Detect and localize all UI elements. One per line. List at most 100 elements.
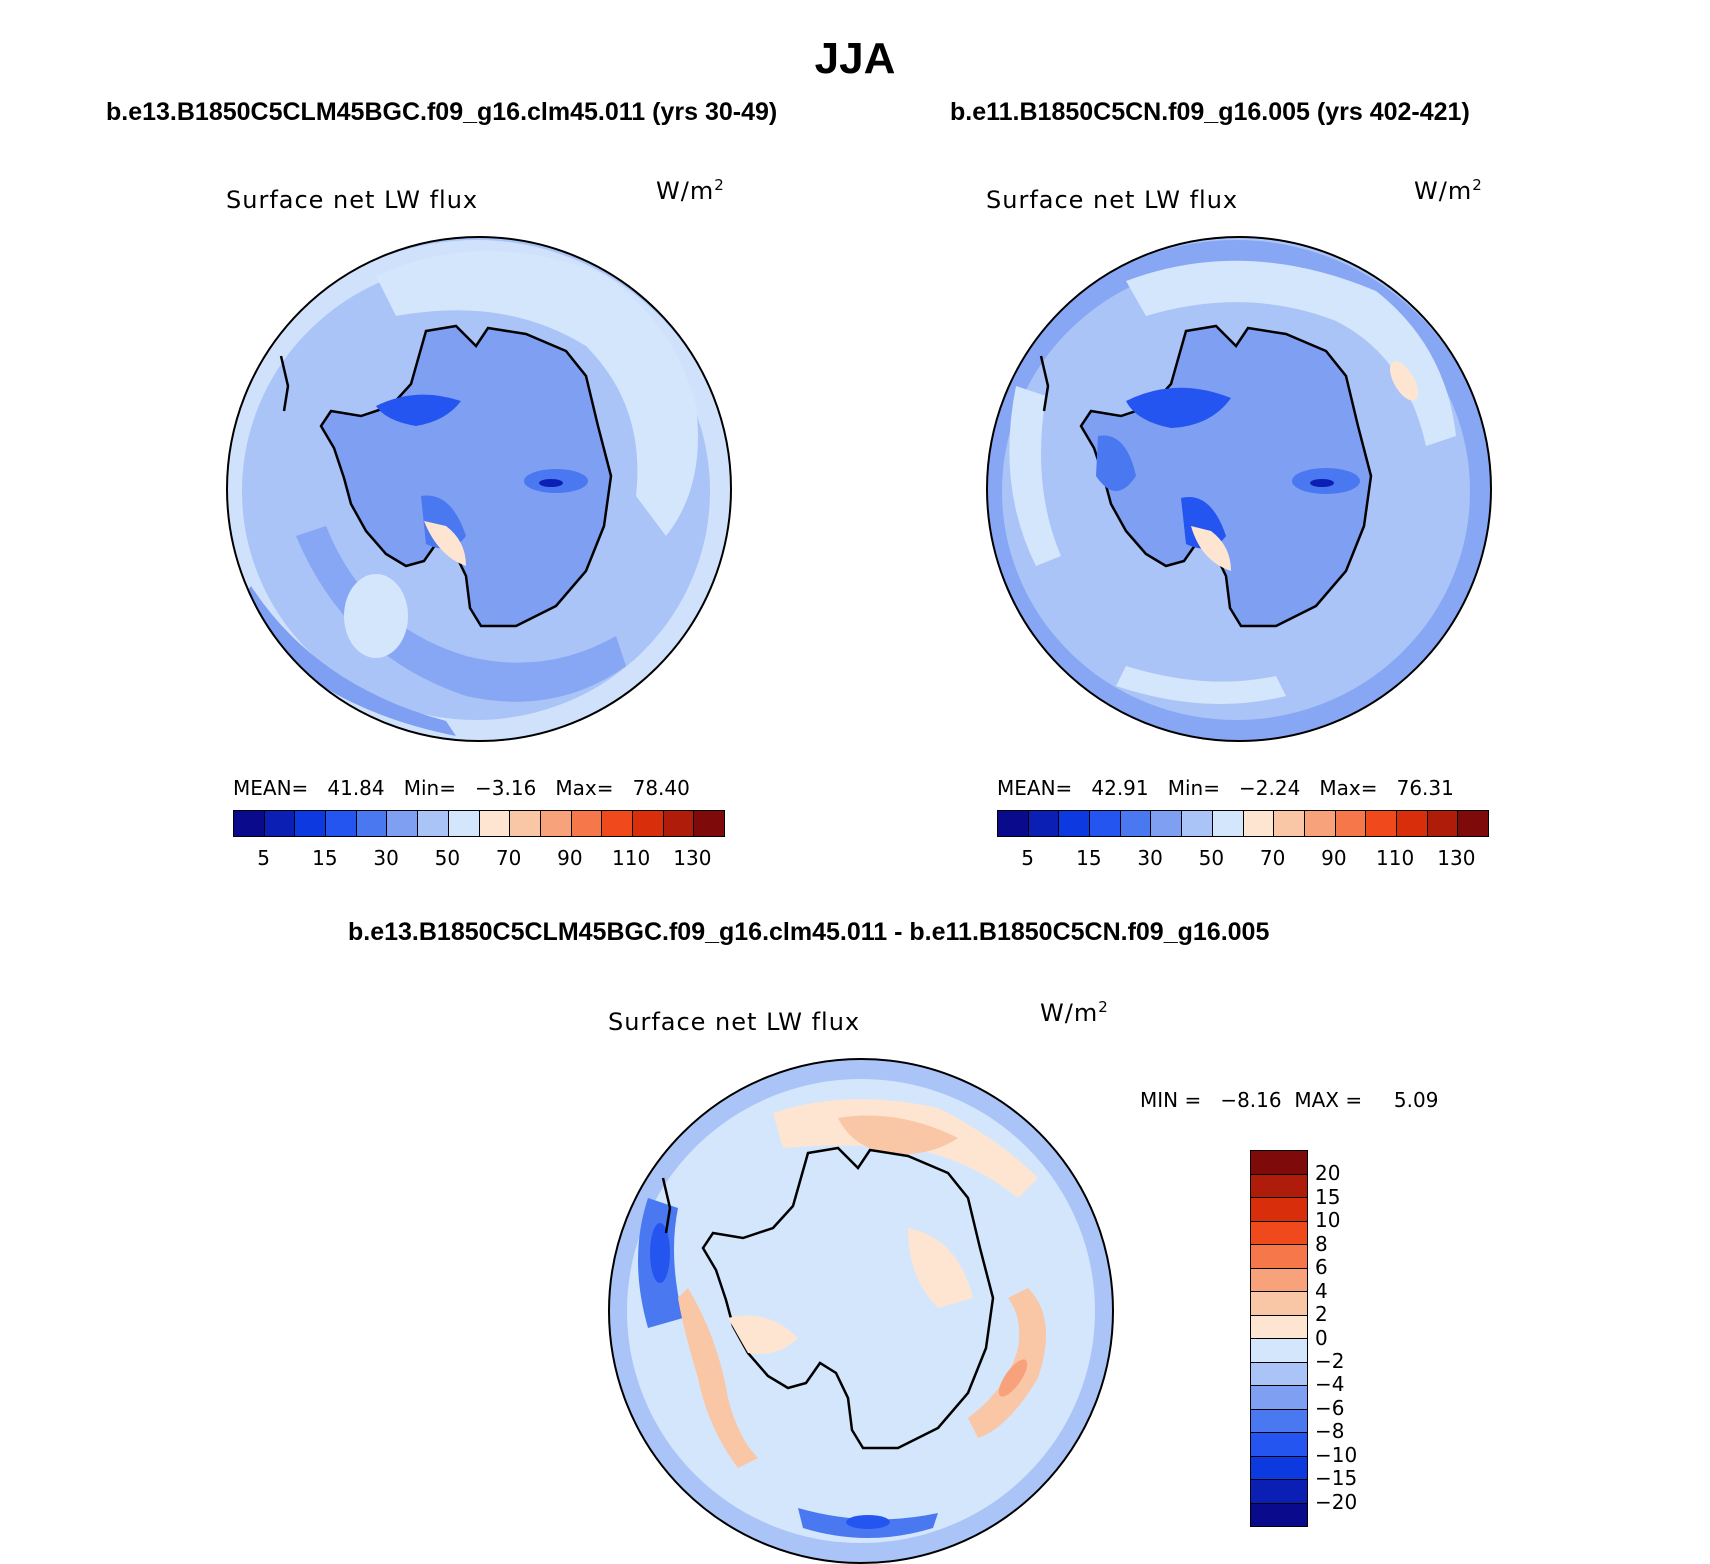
max-value: 76.31 bbox=[1396, 776, 1454, 800]
panel-b-warm-patch bbox=[1191, 526, 1231, 571]
colorbar-tick-label: 110 bbox=[612, 846, 651, 870]
panel-b-peninsula-coast bbox=[1039, 355, 1050, 412]
mean-value: 42.91 bbox=[1091, 776, 1149, 800]
panel-diff-antarctica bbox=[701, 1146, 995, 1450]
max-value: 5.09 bbox=[1393, 1088, 1439, 1112]
colorbar-swatch bbox=[418, 811, 449, 836]
panel-diff-cool-west-core bbox=[650, 1223, 670, 1283]
colorbar-swatch bbox=[1251, 1361, 1307, 1385]
panel-diff-colorbar-labels: −20 −15 −10 −8 −6 −4 −2 0 2 4 6 8 10 15 20 bbox=[1315, 1150, 1375, 1525]
colorbar-swatch bbox=[264, 811, 296, 836]
panel-b-polar-map bbox=[986, 236, 1492, 742]
colorbar-tick-label: −6 bbox=[1315, 1395, 1345, 1420]
colorbar-swatch bbox=[1304, 811, 1336, 836]
panel-diff-warm-west bbox=[678, 1288, 758, 1468]
colorbar-swatch bbox=[234, 811, 265, 836]
colorbar-swatch bbox=[1458, 811, 1488, 836]
panel-a-map-border bbox=[226, 236, 732, 742]
panel-b-light-south bbox=[1116, 666, 1286, 704]
max-value: 78.40 bbox=[632, 776, 690, 800]
panel-a-outer-light-band bbox=[227, 240, 731, 741]
panel-diff-stats: MIN = −8.16 MAX = 5.09 bbox=[1140, 1088, 1438, 1112]
panel-b-map-border bbox=[986, 236, 1492, 742]
colorbar-tick-label: 6 bbox=[1315, 1255, 1328, 1280]
panel-diff-peninsula-coast bbox=[661, 1177, 672, 1234]
colorbar-swatch bbox=[540, 811, 572, 836]
colorbar-tick-label: 0 bbox=[1315, 1325, 1328, 1350]
colorbar-swatch bbox=[1251, 1291, 1307, 1315]
colorbar-swatch bbox=[1251, 1502, 1307, 1526]
colorbar-swatch bbox=[1251, 1455, 1307, 1479]
colorbar-tick-label: 50 bbox=[434, 846, 461, 870]
colorbar-swatch bbox=[1251, 1220, 1307, 1244]
colorbar-tick-label: 5 bbox=[257, 846, 270, 870]
min-value: −3.16 bbox=[475, 776, 537, 800]
colorbar-swatch bbox=[448, 811, 480, 836]
colorbar-tick-label: −4 bbox=[1315, 1372, 1345, 1397]
panel-b-case-title: b.e11.B1850C5CN.f09_g16.005 (yrs 402-421… bbox=[950, 98, 1470, 126]
panel-b-antarctica bbox=[1079, 324, 1373, 628]
colorbar-swatch bbox=[1251, 1244, 1307, 1268]
panel-b-plot-title: Surface net LW flux bbox=[986, 186, 1239, 214]
panel-a-peninsula-coast bbox=[279, 355, 290, 412]
panel-a-polar-map bbox=[226, 236, 732, 742]
colorbar-tick-label: 5 bbox=[1021, 846, 1034, 870]
colorbar-swatch bbox=[632, 811, 664, 836]
panel-diff-warm-north bbox=[773, 1099, 1038, 1198]
colorbar-tick-label: 50 bbox=[1198, 846, 1225, 870]
panel-b-colorbar bbox=[997, 810, 1489, 837]
panel-b-colorbar-ticks: 5 15 30 50 70 90 110 130 bbox=[997, 846, 1487, 870]
colorbar-tick-label: 70 bbox=[495, 846, 522, 870]
colorbar-tick-label: 2 bbox=[1315, 1302, 1328, 1327]
panel-diff-warm-west-antarctica bbox=[728, 1315, 798, 1354]
max-label: MAX = bbox=[1294, 1088, 1363, 1112]
min-value: −8.16 bbox=[1220, 1088, 1282, 1112]
colorbar-tick-label: −10 bbox=[1315, 1442, 1358, 1467]
mean-label: MEAN= bbox=[997, 776, 1073, 800]
colorbar-swatch bbox=[1251, 1314, 1307, 1338]
colorbar-tick-label: 15 bbox=[1076, 846, 1102, 870]
min-label: MIN = bbox=[1140, 1088, 1202, 1112]
colorbar-swatch bbox=[1251, 1197, 1307, 1221]
colorbar-tick-label: 130 bbox=[1437, 846, 1476, 870]
panel-b-low-flux-west bbox=[1096, 435, 1136, 491]
colorbar-swatch bbox=[1396, 811, 1428, 836]
colorbar-tick-label: −2 bbox=[1315, 1348, 1345, 1373]
panel-diff-plot-title: Surface net LW flux bbox=[608, 1008, 861, 1036]
panel-a-units: W/m2 bbox=[656, 176, 725, 205]
mean-value: 41.84 bbox=[327, 776, 385, 800]
colorbar-swatch bbox=[1427, 811, 1459, 836]
panel-b-units: W/m2 bbox=[1414, 176, 1483, 205]
colorbar-tick-label: 30 bbox=[373, 846, 399, 870]
panel-diff-warm-east-core bbox=[998, 1359, 1028, 1397]
panel-diff-case-title: b.e13.B1850C5CLM45BGC.f09_g16.clm45.011 … bbox=[348, 918, 1270, 946]
panel-diff-polar-map bbox=[608, 1058, 1114, 1564]
panel-b-light-west bbox=[1009, 386, 1061, 566]
colorbar-swatch bbox=[1151, 811, 1183, 836]
colorbar-tick-label: 90 bbox=[557, 846, 583, 870]
colorbar-tick-label: 4 bbox=[1315, 1278, 1328, 1303]
panel-diff-cool-south-core bbox=[846, 1515, 890, 1529]
min-label: Min= bbox=[403, 776, 456, 800]
colorbar-swatch bbox=[1120, 811, 1152, 836]
panel-a-warm-patch bbox=[424, 521, 466, 566]
colorbar-swatch bbox=[1251, 1338, 1307, 1362]
colorbar-tick-label: 15 bbox=[1315, 1184, 1341, 1209]
colorbar-swatch bbox=[1251, 1173, 1307, 1197]
panel-a-light-arc bbox=[376, 251, 698, 536]
colorbar-swatch bbox=[1182, 811, 1213, 836]
colorbar-tick-label: −8 bbox=[1315, 1419, 1345, 1444]
panel-a-low-flux-ross bbox=[376, 394, 461, 426]
colorbar-tick-label: 8 bbox=[1315, 1231, 1328, 1256]
colorbar-tick-label: 20 bbox=[1315, 1161, 1341, 1186]
min-value: −2.24 bbox=[1239, 776, 1301, 800]
colorbar-swatch bbox=[1090, 811, 1121, 836]
panel-a-case-title: b.e13.B1850C5CLM45BGC.f09_g16.clm45.011 … bbox=[106, 98, 778, 126]
colorbar-swatch bbox=[1059, 811, 1091, 836]
colorbar-swatch bbox=[479, 811, 511, 836]
max-label: Max= bbox=[1319, 776, 1378, 800]
figure-title: JJA bbox=[814, 34, 896, 83]
panel-diff-colorbar bbox=[1250, 1150, 1308, 1527]
panel-b-min-core bbox=[1310, 479, 1334, 487]
colorbar-swatch bbox=[663, 811, 695, 836]
